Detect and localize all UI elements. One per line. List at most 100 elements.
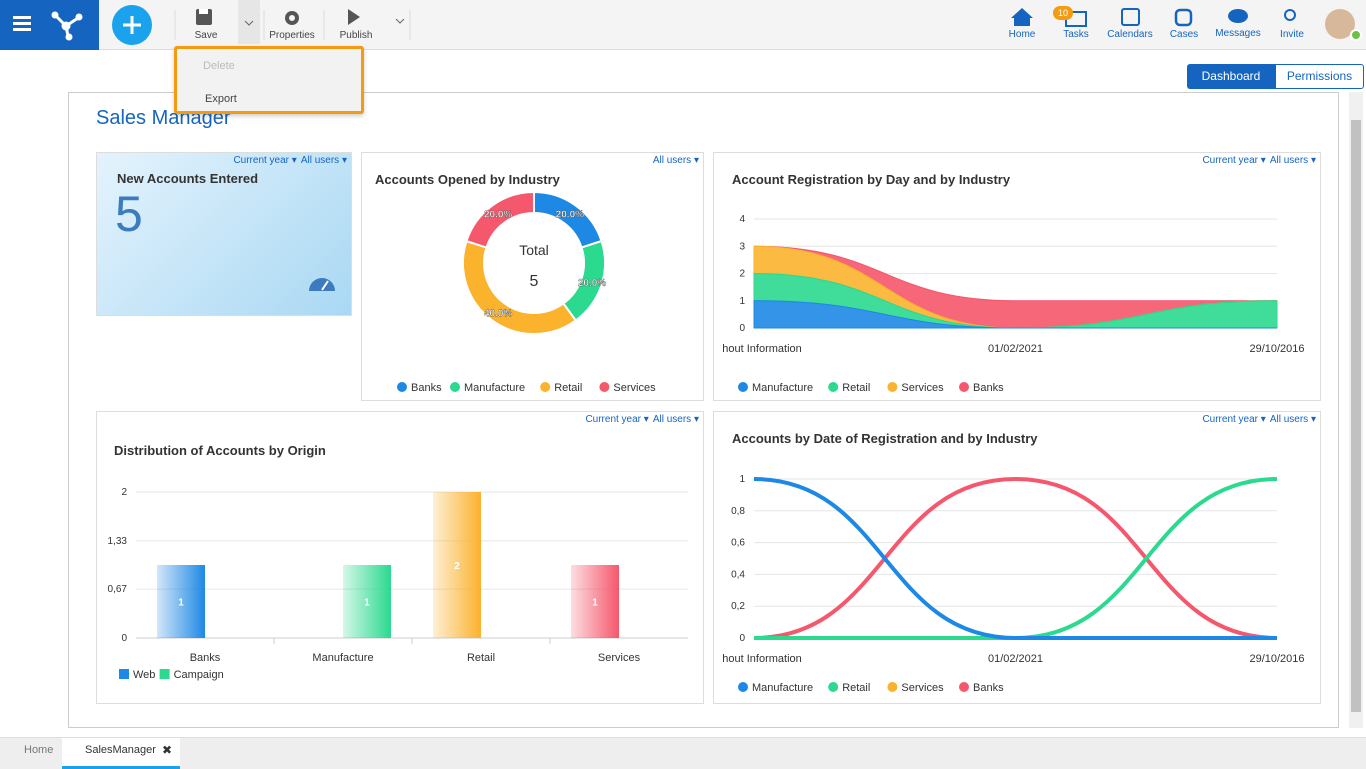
line-widget: 0 0,2 0,4 0,6 0,8 1 hout Information 01/02/2021… — [713, 411, 1321, 704]
line — [753, 476, 1278, 640]
chart: 0 1 2 3 4 hout Information 01/02/2021 29/10/201… — [722, 214, 1304, 394]
bar-value-label: 1 — [178, 598, 184, 609]
brand-bar — [0, 0, 99, 50]
y-tick-label: 1 — [739, 474, 745, 485]
bar — [571, 565, 619, 638]
filter[interactable]: All users — [653, 155, 699, 166]
filter[interactable]: All users — [301, 155, 347, 166]
x-tick-label: Manufacture — [312, 652, 373, 664]
legend-swatch — [599, 382, 610, 392]
bottom-tabs: Home SalesManager ✖ — [0, 737, 1366, 769]
x-tick-label: Services — [598, 652, 641, 664]
save-button[interactable]: Save — [194, 30, 218, 41]
y-tick-label: 0,2 — [731, 601, 745, 612]
nav-icons — [1011, 8, 1362, 41]
nav-cases[interactable]: Cases — [1169, 29, 1199, 40]
bar-value-label: 1 — [364, 598, 370, 609]
bar — [433, 492, 481, 638]
legend-swatch — [738, 682, 748, 692]
center-label: Total — [519, 242, 549, 258]
bar — [157, 565, 205, 638]
slice-label: 40.0% — [484, 308, 512, 319]
brand-icons — [13, 11, 83, 41]
legend-swatch — [119, 669, 129, 679]
donut-slice — [465, 190, 535, 249]
filter[interactable]: Current year — [233, 155, 296, 166]
bar-value-label: 2 — [454, 561, 460, 572]
legend-swatch — [159, 669, 170, 679]
filter[interactable]: All users — [1270, 414, 1316, 425]
legend-swatch — [738, 382, 748, 392]
nav-tasks[interactable]: Tasks — [1063, 29, 1089, 40]
new-accounts-widget: Current year All users New Accounts Enter… — [96, 152, 352, 316]
filter[interactable]: Current year — [1202, 414, 1265, 425]
center-total: 5 — [530, 273, 539, 290]
filters: Current year All users — [1198, 155, 1316, 166]
widget-title: Account Registration by Day and by Indus… — [732, 172, 1011, 187]
menu-export[interactable]: Export — [205, 93, 237, 105]
filters: All users — [649, 155, 699, 166]
menu-delete[interactable]: Delete — [203, 60, 235, 72]
widget-title: Accounts by Date of Registration and by … — [732, 431, 1038, 446]
y-tick-label: 1,33 — [108, 536, 128, 547]
widget-title: Accounts Opened by Industry — [375, 172, 560, 187]
filter[interactable]: All users — [653, 414, 699, 425]
y-tick-label: 1 — [739, 296, 745, 307]
properties-button[interactable]: Properties — [269, 30, 315, 41]
x-tick-label: Retail — [467, 652, 495, 664]
nav-home[interactable]: Home — [1008, 29, 1036, 40]
legend-label: Retail — [554, 382, 582, 394]
legend-label: Banks — [973, 382, 1004, 394]
scroll-thumb[interactable] — [1351, 120, 1361, 712]
y-tick-label: 0,6 — [731, 538, 745, 549]
home-tab[interactable]: Home — [24, 744, 54, 756]
legend-swatch — [828, 682, 839, 692]
nav-calendars[interactable]: Calendars — [1107, 29, 1153, 40]
filter[interactable]: All users — [1270, 155, 1316, 166]
add-button[interactable] — [112, 5, 152, 45]
x-tick-label: 01/02/2021 — [988, 343, 1043, 355]
slice-label: 20.0% — [578, 278, 606, 289]
y-tick-label: 0,8 — [731, 506, 745, 517]
donut-widget: 20.0% 20.0% 40.0% 20.0% Total 5 Banks Manufactu… — [361, 152, 704, 401]
legend-swatch — [887, 382, 898, 392]
y-tick-label: 2 — [121, 487, 127, 498]
legend-label: Retail — [842, 682, 870, 694]
widget-title: Distribution of Accounts by Origin — [114, 443, 326, 458]
chart: 20.0% 20.0% 40.0% 20.0% Total 5 Banks Manufactu… — [397, 190, 656, 394]
y-tick-label: 0 — [739, 323, 745, 334]
legend-label: Banks — [411, 382, 442, 394]
legend-label: Manufacture — [752, 382, 813, 394]
y-tick-label: 0,67 — [108, 584, 128, 595]
nav-messages[interactable]: Messages — [1215, 28, 1261, 39]
permissions-tab[interactable]: Permissions — [1275, 64, 1364, 89]
publish-button[interactable]: Publish — [339, 30, 373, 41]
filters: Current year All users — [229, 155, 347, 166]
y-tick-label: 0,4 — [731, 569, 745, 580]
filter[interactable]: Current year — [1202, 155, 1265, 166]
close-icon[interactable]: ✖ — [162, 743, 173, 757]
legend-label: Web — [133, 669, 155, 681]
dashboard-panel — [68, 92, 1339, 728]
tab-label: SalesManager — [85, 744, 156, 756]
legend-label: Services — [901, 682, 944, 694]
filters: Current year All users — [1198, 414, 1316, 425]
x-tick-label: hout Information — [722, 343, 802, 355]
filter[interactable]: Current year — [585, 414, 648, 425]
legend-label: Services — [901, 382, 944, 394]
y-tick-label: 0 — [739, 633, 745, 644]
x-tick-label: 29/10/2016 — [1249, 343, 1304, 355]
legend-label: Campaign — [174, 669, 224, 681]
bar-value-label: 1 — [592, 598, 598, 609]
active-tab[interactable]: SalesManager ✖ — [62, 738, 180, 769]
legend-label: Manufacture — [752, 682, 813, 694]
legend-swatch — [959, 682, 969, 692]
bar — [343, 565, 391, 638]
legend-swatch — [540, 382, 551, 392]
chart: 0 0,2 0,4 0,6 0,8 1 hout Information 01/02/2021… — [722, 474, 1304, 694]
nav-invite[interactable]: Invite — [1280, 29, 1304, 40]
y-tick-label: 0 — [121, 633, 127, 644]
scrollbar — [1349, 92, 1363, 728]
dashboard-tab[interactable]: Dashboard — [1187, 64, 1275, 89]
bar-widget: 0 0,67 1,33 2 Banks 1 Manufacture 1 Retail 2 Servi… — [96, 411, 704, 704]
